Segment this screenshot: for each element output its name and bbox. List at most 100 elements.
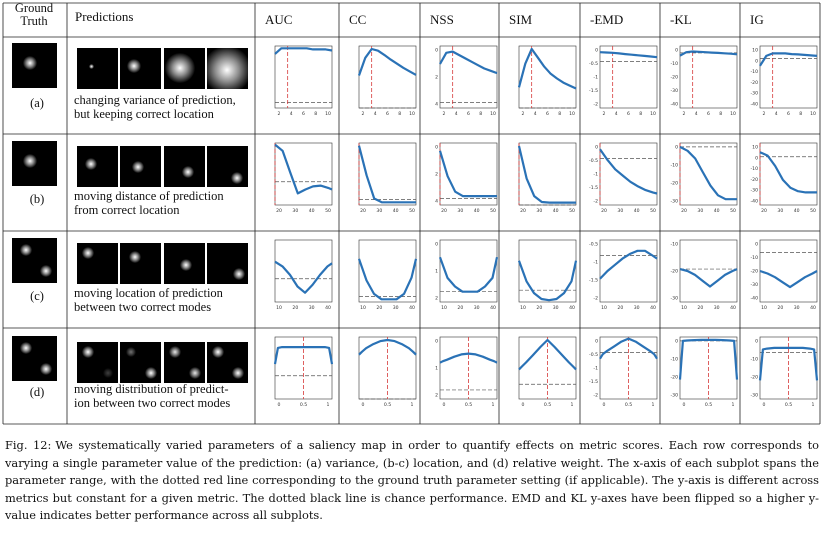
subplot-d-nss: 0 0.5 1 0 1 2 (435, 336, 498, 408)
y-tick-label: -10 (670, 242, 678, 248)
plot-frame (759, 45, 818, 109)
prediction-thumbnail (77, 342, 118, 383)
metric-series-line (518, 338, 577, 371)
x-tick-label: 20 (617, 305, 623, 311)
x-tick-label: 4 (290, 111, 293, 117)
subplot-d-neg-emd: 0 0.5 1 0 -0.5 -1 -1.5 -2 (589, 336, 658, 408)
y-tick-label: 0 (595, 48, 598, 54)
x-tick-label: 30 (714, 305, 720, 311)
saliency-blob (207, 48, 248, 89)
prediction-thumbnail (164, 243, 205, 284)
y-tick-label: -1.5 (589, 185, 598, 191)
x-tick-label: 2 (763, 111, 766, 117)
x-tick-label: 50 (569, 208, 575, 214)
ground-truth-thumbnail (12, 43, 57, 88)
metric-series-line (679, 268, 738, 288)
metric-series-line (357, 258, 418, 301)
saliency-blob (129, 251, 141, 263)
saliency-blob (126, 347, 136, 357)
ground-truth-thumbnail (12, 238, 57, 283)
y-tick-label: 2 (435, 296, 438, 302)
x-tick-label: 10 (650, 111, 656, 117)
x-tick-label: 6 (386, 111, 389, 117)
metric-series-line (679, 145, 737, 201)
saliency-blob (232, 367, 244, 379)
row-desc-line: changing variance of prediction, (74, 93, 236, 107)
x-tick-label: 40 (634, 208, 640, 214)
x-tick-label: 40 (714, 208, 720, 214)
subplot-c-auc: 10 20 30 40 (274, 239, 333, 311)
saliency-blob (231, 172, 243, 184)
x-tick-label: 10 (325, 111, 331, 117)
y-tick-label: -40 (750, 102, 758, 108)
y-tick-label: -1 (593, 260, 598, 266)
subplot-a-neg-emd: 2 4 6 8 10 0 -0.5 -1 -1.5 -2 (589, 45, 658, 117)
x-tick-label: 8 (799, 111, 802, 117)
row-desc-line: moving distribution of predict- (74, 382, 229, 396)
prediction-thumbnail (207, 48, 248, 89)
x-tick-label: 0.5 (705, 402, 712, 408)
x-tick-label: 30 (536, 208, 542, 214)
plot-frame (358, 142, 417, 206)
y-tick-label: 0 (595, 339, 598, 345)
y-tick-label: -2 (593, 296, 598, 302)
y-tick-label: 0 (435, 242, 438, 248)
saliency-blob (82, 247, 94, 259)
plot-frame (274, 45, 333, 109)
metric-series-line (438, 256, 499, 293)
x-tick-label: 1 (571, 402, 574, 408)
row-label-b: (b) (29, 192, 45, 206)
plot-frame (439, 239, 498, 303)
metric-series-line (358, 338, 417, 356)
subplot-a-cc: 2 4 6 8 10 (357, 45, 417, 117)
x-tick-label: 20 (360, 208, 366, 214)
y-tick-label: -2 (593, 393, 598, 399)
x-tick-label: 50 (409, 208, 415, 214)
plot-frame (439, 45, 498, 109)
y-tick-label: 2 (435, 172, 438, 178)
x-tick-label: 40 (325, 305, 331, 311)
x-tick-label: 2 (278, 111, 281, 117)
x-tick-label: 30 (457, 208, 463, 214)
x-tick-label: 6 (707, 111, 710, 117)
saliency-blob (212, 346, 224, 358)
y-tick-label: -0.5 (589, 352, 598, 358)
x-tick-label: 1 (492, 402, 495, 408)
prediction-thumbnail (207, 243, 248, 284)
y-tick-label: -30 (750, 282, 758, 288)
saliency-blob (20, 244, 32, 256)
saliency-blob (103, 368, 113, 378)
x-tick-label: 0 (763, 402, 766, 408)
x-tick-label: 40 (409, 305, 415, 311)
x-tick-label: 8 (558, 111, 561, 117)
y-tick-label: -40 (750, 296, 758, 302)
metric-series-line (274, 143, 333, 195)
x-tick-label: 30 (292, 208, 298, 214)
x-tick-label: 10 (569, 111, 575, 117)
saliency-blob (180, 259, 192, 271)
metric-series-line (599, 337, 658, 360)
plot-frame (679, 239, 738, 303)
y-tick-label: -10 (670, 163, 678, 169)
y-tick-label: -20 (750, 375, 758, 381)
y-tick-label: -30 (670, 393, 678, 399)
subplot-b-nss: 20 30 40 50 0 2 4 (435, 142, 498, 214)
metric-series-line (679, 50, 738, 57)
x-tick-label: 30 (393, 305, 399, 311)
subplot-d-sim: 0 0.5 1 (518, 336, 577, 408)
x-tick-label: 6 (627, 111, 630, 117)
ground-truth-thumbnail (12, 141, 57, 186)
saliency-blob (189, 367, 201, 379)
y-tick-label: 1 (435, 366, 438, 372)
metric-header-neg-kl: -KL (670, 12, 692, 27)
row-desc-line: between two correct modes (74, 299, 212, 314)
x-tick-label: 4 (695, 111, 698, 117)
y-tick-label: 0 (435, 48, 438, 54)
x-tick-label: 20 (441, 208, 447, 214)
y-tick-label: -40 (670, 102, 678, 108)
row-desc-line: moving distance of prediction (74, 189, 224, 203)
plot-frame (599, 239, 658, 303)
x-tick-label: 20 (520, 208, 526, 214)
x-tick-label: 30 (634, 305, 640, 311)
